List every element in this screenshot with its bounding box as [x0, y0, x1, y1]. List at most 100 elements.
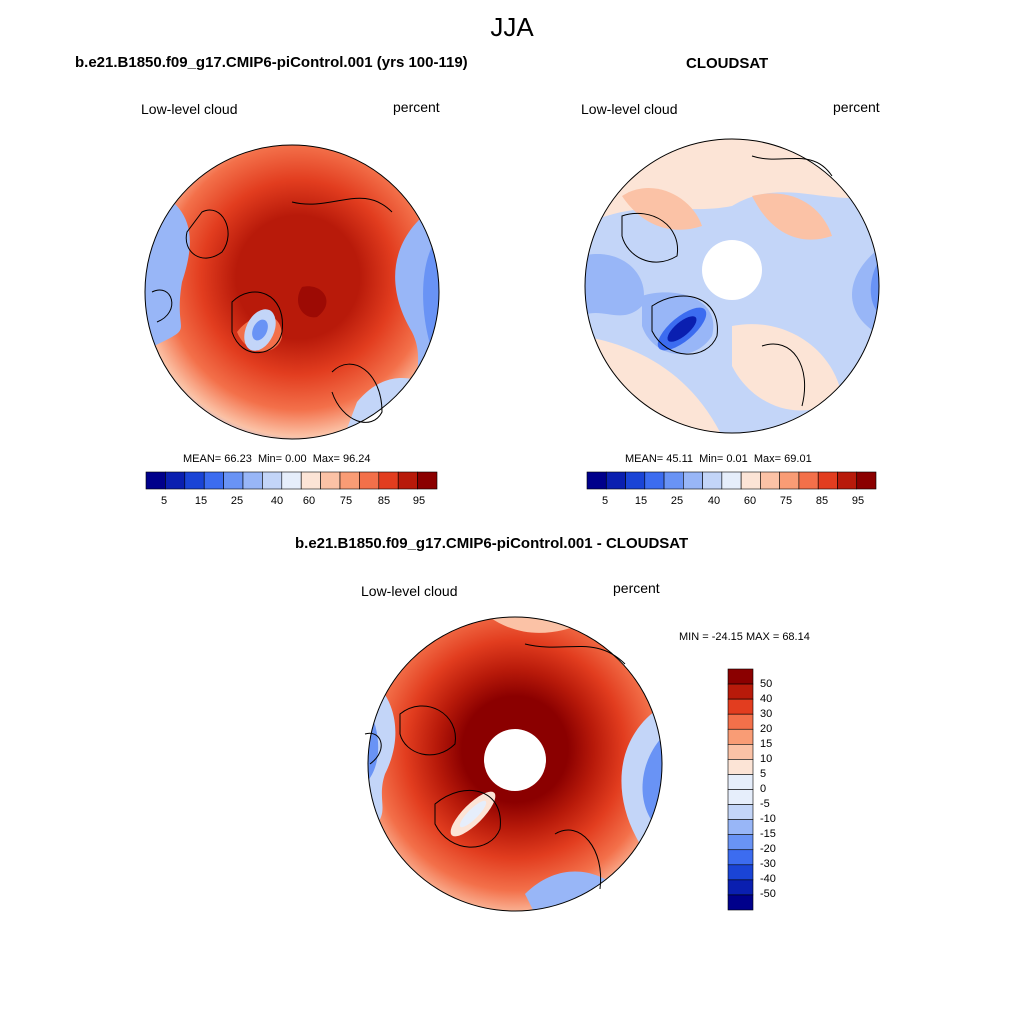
- colorbar-swatch: [223, 471, 244, 490]
- colorbar-swatch: [727, 774, 754, 790]
- colorbar-swatch: [663, 471, 684, 490]
- colorbar-swatch: [856, 471, 877, 490]
- colorbar-swatch: [727, 894, 754, 911]
- pole-hole: [702, 240, 762, 300]
- colorbar-tick: 5: [760, 768, 767, 780]
- colorbar-swatch: [359, 471, 380, 490]
- colorbar-swatch: [727, 744, 754, 760]
- colorbar-tick: 5: [601, 495, 609, 507]
- colorbar-tick: 85: [815, 495, 829, 507]
- colorbar-tick: 15: [194, 495, 208, 507]
- colorbar-swatch: [760, 471, 780, 490]
- panel2-title: CLOUDSAT: [686, 55, 769, 72]
- colorbar-swatch: [300, 471, 321, 490]
- colorbar-tick: 15: [634, 495, 648, 507]
- colorbar-swatch: [727, 683, 754, 700]
- panel1-units-label: percent: [393, 99, 440, 115]
- colorbar-tick: 25: [230, 495, 244, 507]
- colorbar-swatch: [644, 471, 665, 490]
- colorbar-tick: 50: [760, 678, 773, 690]
- colorbar-swatch: [727, 819, 754, 835]
- colorbar-swatch: [721, 471, 742, 490]
- panel3-colorbar: [727, 668, 754, 911]
- colorbar-tick: 85: [377, 495, 391, 507]
- colorbar-tick: -10: [760, 813, 776, 825]
- colorbar-swatch: [779, 471, 800, 490]
- colorbar-swatch: [320, 471, 341, 490]
- pole-hole: [484, 729, 546, 791]
- panel3-title: b.e21.B1850.f09_g17.CMIP6-piControl.001 …: [295, 535, 689, 552]
- panel3-variable-label: Low-level cloud: [361, 583, 458, 599]
- colorbar-swatch: [605, 471, 626, 490]
- colorbar-tick: 5: [160, 495, 168, 507]
- panel2-polar-map: [584, 138, 880, 434]
- colorbar-swatch: [378, 471, 399, 490]
- colorbar-swatch: [262, 471, 283, 490]
- colorbar-swatch: [727, 759, 754, 775]
- colorbar-swatch: [281, 471, 302, 490]
- colorbar-swatch: [727, 789, 754, 805]
- colorbar-tick: 75: [779, 495, 793, 507]
- colorbar-swatch: [702, 471, 723, 490]
- panel1-polar-map: [144, 144, 440, 440]
- colorbar-tick: -40: [760, 873, 776, 885]
- colorbar-tick: 20: [760, 723, 773, 735]
- colorbar-swatch: [837, 471, 858, 490]
- colorbar-tick: -15: [760, 828, 776, 840]
- panel1-colorbar-ticks: 5 15 25 40 60 75 85 95: [146, 495, 437, 509]
- colorbar-swatch: [586, 471, 607, 490]
- colorbar-swatch: [145, 471, 166, 490]
- colorbar-swatch: [683, 471, 703, 490]
- colorbar-tick: -5: [760, 798, 770, 810]
- colorbar-swatch: [727, 698, 754, 715]
- colorbar-tick: 30: [760, 708, 773, 720]
- panel3-colorbar-ticks: 50 40 30 20 15 10 5 0 -5 -10 -15 -20 -30…: [760, 669, 800, 910]
- panel2-colorbar: [586, 471, 877, 490]
- colorbar-swatch: [727, 849, 754, 866]
- colorbar-tick: 40: [760, 693, 773, 705]
- colorbar-swatch: [339, 471, 360, 490]
- colorbar-tick: 10: [760, 753, 773, 765]
- colorbar-swatch: [184, 471, 205, 490]
- colorbar-swatch: [740, 471, 761, 490]
- panel1-colorbar: [145, 471, 438, 490]
- colorbar-swatch: [727, 804, 754, 820]
- colorbar-tick: 95: [412, 495, 426, 507]
- colorbar-swatch: [727, 834, 754, 851]
- colorbar-swatch: [727, 879, 754, 896]
- panel1-stats: MEAN= 66.23 Min= 0.00 Max= 96.24: [183, 453, 371, 465]
- panel2-stats: MEAN= 45.11 Min= 0.01 Max= 69.01: [625, 453, 812, 465]
- colorbar-swatch: [203, 471, 224, 490]
- colorbar-tick: 40: [270, 495, 284, 507]
- colorbar-swatch: [242, 471, 263, 490]
- panel3-polar-map: [364, 616, 663, 912]
- colorbar-tick: -50: [760, 888, 776, 900]
- colorbar-tick: 15: [760, 738, 773, 750]
- panel1-variable-label: Low-level cloud: [141, 101, 238, 117]
- figure-title: JJA: [490, 12, 534, 42]
- colorbar-tick: 0: [760, 783, 767, 795]
- panel2-colorbar-ticks: 5 15 25 40 60 75 85 95: [587, 495, 876, 509]
- colorbar-tick: -20: [760, 843, 776, 855]
- colorbar-swatch: [727, 728, 754, 745]
- colorbar-tick: -30: [760, 858, 776, 870]
- colorbar-swatch: [625, 471, 646, 490]
- colorbar-swatch: [727, 713, 754, 730]
- colorbar-tick: 60: [743, 495, 757, 507]
- panel3-units-label: percent: [613, 580, 660, 596]
- colorbar-swatch: [798, 471, 819, 490]
- colorbar-swatch: [727, 668, 754, 685]
- colorbar-swatch: [165, 471, 186, 490]
- colorbar-tick: 40: [707, 495, 721, 507]
- colorbar-tick: 75: [339, 495, 353, 507]
- colorbar-tick: 25: [670, 495, 684, 507]
- colorbar-swatch: [397, 471, 418, 490]
- panel2-units-label: percent: [833, 99, 880, 115]
- colorbar-swatch: [417, 471, 438, 490]
- colorbar-swatch: [817, 471, 838, 490]
- colorbar-tick: 60: [302, 495, 316, 507]
- panel1-title: b.e21.B1850.f09_g17.CMIP6-piControl.001 …: [75, 54, 468, 71]
- panel3-minmax: MIN = -24.15 MAX = 68.14: [679, 631, 810, 643]
- colorbar-tick: 95: [851, 495, 865, 507]
- panel2-variable-label: Low-level cloud: [581, 101, 678, 117]
